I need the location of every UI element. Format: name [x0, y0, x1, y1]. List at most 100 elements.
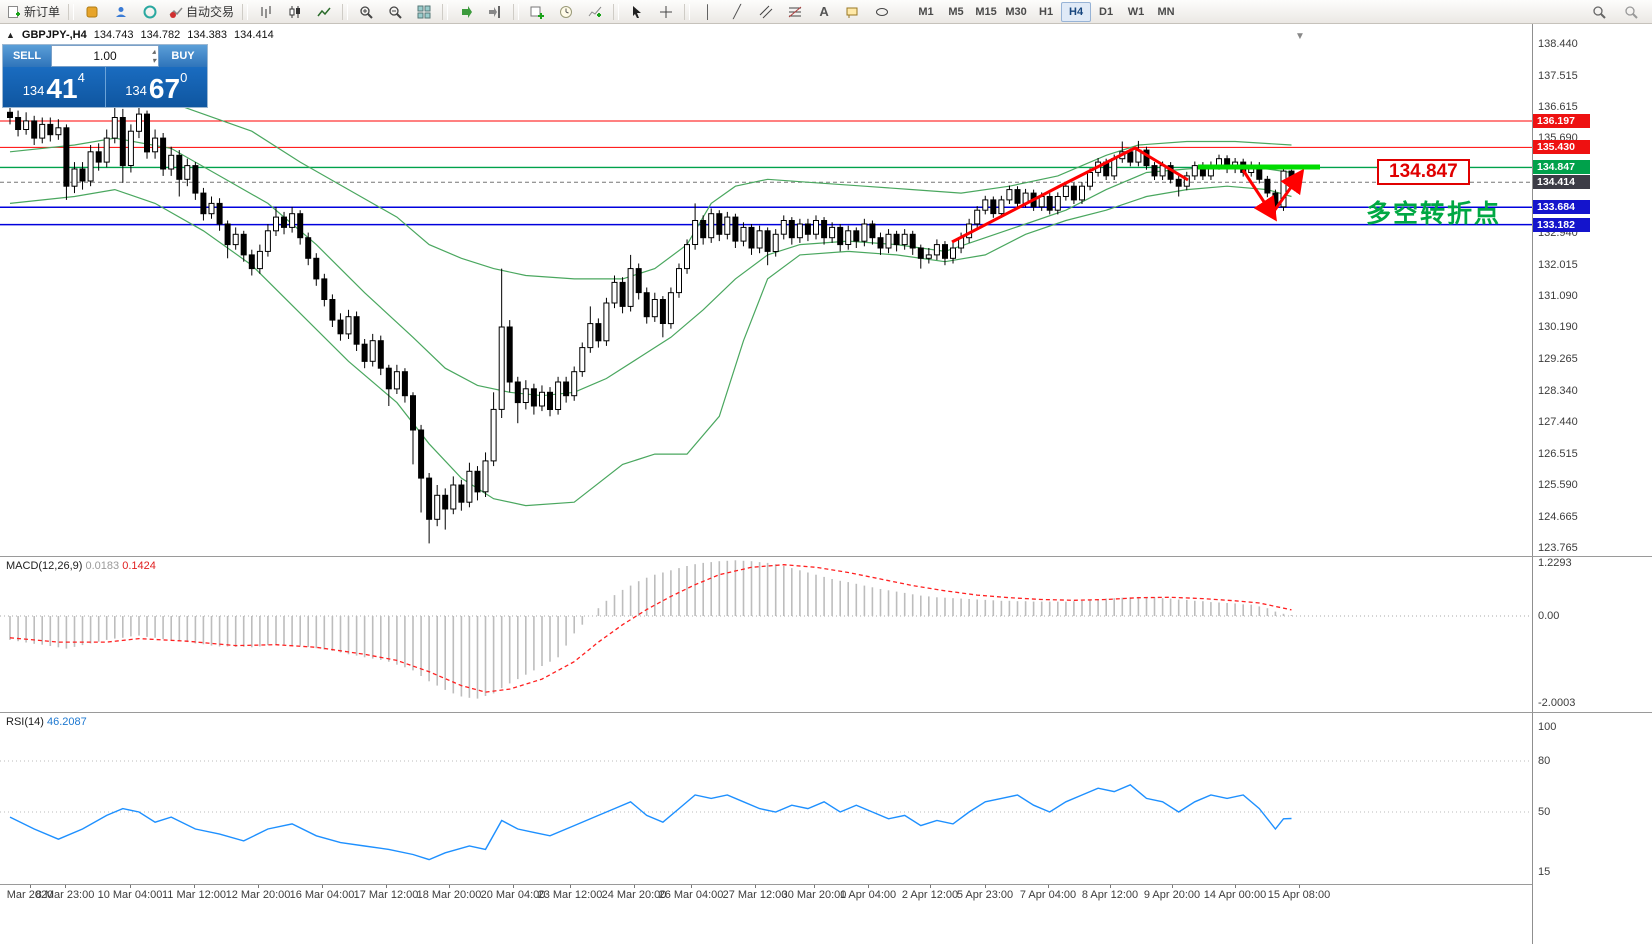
price-callout-label[interactable]: 134.847 — [1377, 159, 1470, 185]
tf-m1-button[interactable]: M1 — [918, 5, 934, 18]
time-label: 5 Apr 23:00 — [956, 889, 1014, 901]
time-tick — [449, 884, 450, 888]
sell-price[interactable]: 134 41 4 — [3, 67, 105, 107]
text-tool[interactable]: A — [810, 1, 838, 23]
candle-body — [256, 250, 263, 270]
candle-body — [498, 326, 505, 410]
search-button[interactable] — [1585, 1, 1613, 23]
new-order-button[interactable]: 新订单 — [3, 1, 64, 23]
new-order-label: 新订单 — [24, 5, 61, 19]
autotrading-button[interactable]: 自动交易 — [165, 1, 238, 23]
candle-body — [901, 233, 908, 246]
text-icon: A — [819, 3, 829, 19]
line-chart-button[interactable] — [310, 1, 338, 23]
new-chart-button[interactable] — [523, 1, 551, 23]
ohlc-open: 134.743 — [93, 29, 134, 41]
time-tick — [194, 884, 195, 888]
turning-point-note[interactable]: 多空转折点 — [1366, 200, 1502, 228]
main-chart-canvas[interactable] — [0, 24, 1532, 556]
tf-d1-button[interactable]: D1 — [1099, 5, 1114, 18]
buy-price[interactable]: 134 67 0 — [106, 67, 208, 107]
time-tick — [386, 884, 387, 888]
trend-arrow[interactable] — [1270, 168, 1305, 215]
channel-icon — [759, 5, 773, 19]
candle-body — [885, 233, 892, 249]
panel-separator[interactable] — [0, 712, 1652, 713]
tf-h1-button[interactable]: H1 — [1039, 5, 1054, 18]
candle-body — [289, 213, 296, 228]
macd-panel-canvas[interactable] — [0, 556, 1532, 712]
trendline-tool[interactable]: ╱ — [723, 1, 751, 23]
chart-shift-icon — [488, 5, 502, 19]
candle-body — [119, 117, 126, 167]
magnifier-button[interactable] — [1617, 1, 1645, 23]
tf-mn-button[interactable]: MN — [1157, 5, 1175, 18]
zoom-in-button[interactable] — [352, 1, 380, 23]
rsi-tick: 15 — [1538, 865, 1551, 878]
rsi-value: 46.2087 — [46, 716, 87, 728]
time-axis-separator — [0, 884, 1532, 885]
candle-body — [1087, 172, 1093, 187]
tf-m5-button[interactable]: M5 — [948, 5, 964, 18]
rsi-line — [9, 783, 1292, 861]
buy-button[interactable]: BUY — [159, 45, 207, 67]
cursor-button[interactable] — [623, 1, 651, 23]
vertical-line-tool[interactable]: │ — [694, 1, 722, 23]
candle-body — [547, 391, 553, 410]
help-button[interactable] — [136, 1, 164, 23]
candle-body — [821, 220, 828, 239]
tf-h4-button[interactable]: H4 — [1061, 1, 1092, 22]
profiles-icon — [559, 5, 573, 19]
candle-body — [619, 281, 626, 307]
trend-arrow[interactable] — [951, 146, 1189, 244]
time-tick — [130, 884, 131, 888]
trend-arrow[interactable] — [1241, 169, 1277, 222]
market-button[interactable] — [78, 1, 106, 23]
zoom-out-button[interactable] — [381, 1, 409, 23]
price-tick: 137.515 — [1538, 69, 1578, 82]
tf-m30-button[interactable]: M30 — [1005, 5, 1027, 18]
profiles-button[interactable] — [552, 1, 580, 23]
chart-shift-marker-icon[interactable]: ▼ — [1295, 31, 1305, 42]
community-button[interactable] — [107, 1, 135, 23]
volume-input[interactable]: 1.00 ▴ ▾ — [51, 45, 159, 67]
one-click-toggle[interactable]: ▲ — [6, 30, 15, 40]
tf-m15-button[interactable]: M15 — [975, 5, 997, 18]
candle-body — [990, 199, 997, 215]
indicators-button[interactable] — [581, 1, 609, 23]
volume-up-icon[interactable]: ▴ — [151, 47, 156, 56]
channel-tool[interactable] — [752, 1, 780, 23]
shapes-tool[interactable] — [868, 1, 896, 23]
auto-scroll-button[interactable] — [452, 1, 480, 23]
time-label: Mar 2020 — [6, 889, 54, 901]
autotrading-label: 自动交易 — [186, 5, 235, 19]
panel-separator[interactable] — [0, 556, 1652, 557]
buy-price-prefix: 134 — [125, 83, 147, 98]
price-scale[interactable]: 138.440 137.515 136.615 135.690 132.940 132.0… — [1532, 24, 1652, 944]
candle-body — [434, 494, 441, 520]
candle-body — [87, 151, 94, 182]
candle-body — [522, 388, 529, 403]
label-tool[interactable] — [839, 1, 867, 23]
price-tick: 129.265 — [1538, 353, 1578, 366]
toolbar-separator — [342, 3, 349, 20]
time-tick — [1235, 884, 1236, 888]
sell-button[interactable]: SELL — [3, 45, 51, 67]
candle-body — [627, 268, 634, 307]
fibonacci-tool[interactable] — [781, 1, 809, 23]
candle-body — [353, 316, 360, 345]
volume-down-icon[interactable]: ▾ — [151, 56, 156, 65]
tile-windows-button[interactable] — [410, 1, 438, 23]
candle-body — [708, 213, 715, 239]
bar-chart-button[interactable] — [252, 1, 280, 23]
candle-body — [337, 319, 344, 335]
time-axis[interactable]: Mar 2020 8 Mar 23:00 10 Mar 04:00 11 Mar 12… — [0, 884, 1532, 944]
timeframe-group: M1 M5 M15 M30 H1 H4 D1 W1 MN — [911, 1, 1181, 22]
crosshair-button[interactable] — [652, 1, 680, 23]
tf-w1-button[interactable]: W1 — [1127, 5, 1145, 18]
candle-body — [861, 223, 868, 242]
candlestick-chart-button[interactable] — [281, 1, 309, 23]
rsi-panel-canvas[interactable] — [0, 712, 1532, 884]
price-tag-134.847: 134.847 — [1533, 160, 1590, 175]
chart-shift-button[interactable] — [481, 1, 509, 23]
